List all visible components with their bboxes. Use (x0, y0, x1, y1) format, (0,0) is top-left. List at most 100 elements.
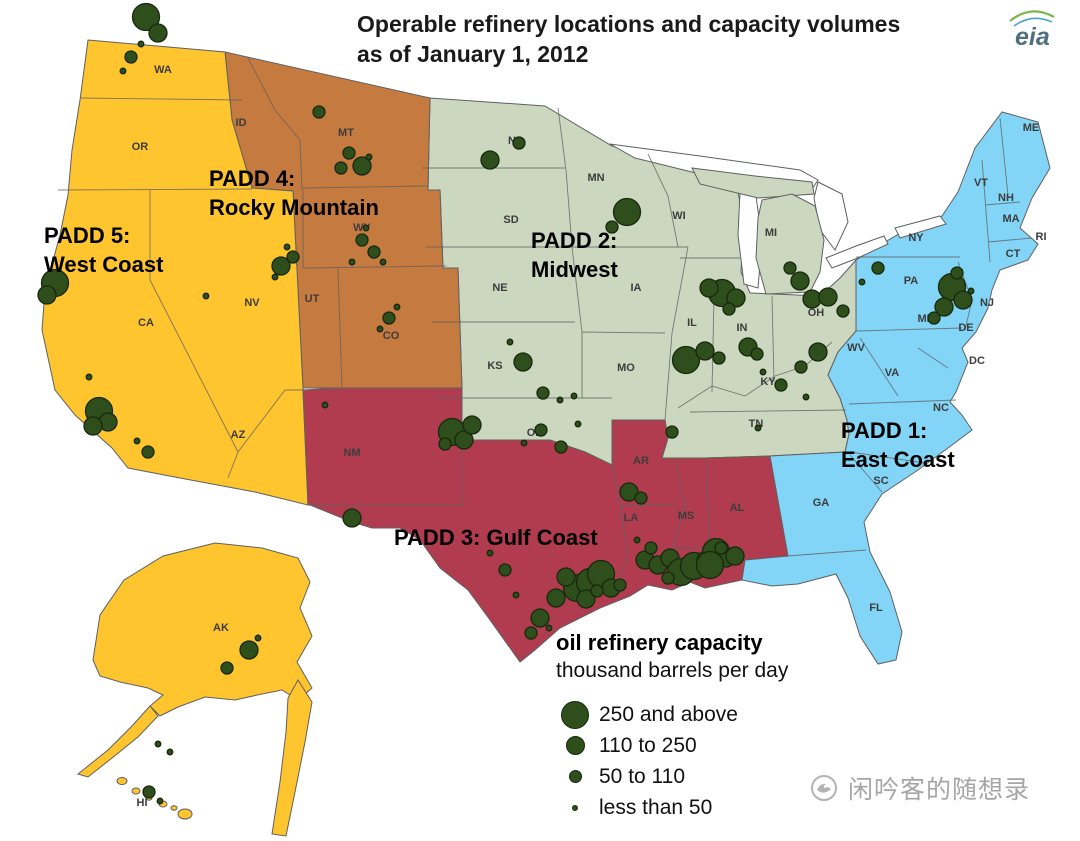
padd3-label-line1: PADD 3: Gulf Coast (394, 525, 598, 550)
refinery-dot (570, 392, 578, 400)
refinery-dot (695, 550, 725, 580)
refinery-dot (836, 304, 850, 318)
watermark-text: 闲吟客的随想录 (848, 776, 1031, 804)
refinery-dot (605, 220, 619, 234)
state-label-nv: NV (244, 297, 260, 309)
refinery-dot (312, 105, 326, 119)
state-label-sc: SC (873, 475, 888, 487)
refinery-dot (486, 549, 494, 557)
padd1-region-label: PADD 1: East Coast (841, 417, 955, 474)
padd4-region-label: PADD 4: Rocky Mountain (209, 165, 379, 222)
region-michigan-lower-peninsula (755, 193, 825, 295)
refinery-dot (379, 258, 387, 266)
refinery-dot (342, 146, 356, 160)
refinery-dot (524, 626, 538, 640)
state-label-oh: OH (808, 307, 825, 319)
refinery-dot (790, 271, 810, 291)
state-label-ky: KY (760, 376, 776, 388)
state-label-ny: NY (908, 232, 924, 244)
refinery-dot (536, 386, 550, 400)
state-label-ms: MS (678, 510, 695, 522)
refinery-dot (286, 250, 300, 264)
state-label-il: IL (687, 317, 697, 329)
hawaii-island (177, 808, 193, 820)
state-label-wa: WA (154, 64, 172, 76)
padd3-region-label: PADD 3: Gulf Coast (394, 524, 598, 553)
refinery-dot (750, 347, 764, 361)
refinery-dot (818, 287, 838, 307)
refinery-dot (85, 373, 93, 381)
refinery-dot (554, 440, 568, 454)
eia-logo-arc-blue (1013, 17, 1053, 27)
region-padd1-east-coast (741, 111, 1051, 665)
refinery-dot (574, 420, 582, 428)
region-michigan-upper-peninsula (691, 167, 815, 199)
refinery-dot (520, 439, 528, 447)
padd5-region-label: PADD 5: West Coast (44, 222, 163, 279)
refinery-dot (967, 287, 975, 295)
refinery-dot (722, 302, 736, 316)
refinery-dot (794, 360, 808, 374)
state-label-ak: AK (213, 622, 229, 634)
state-label-ca: CA (138, 317, 154, 329)
refinery-dots (37, 2, 975, 805)
refinery-dot (644, 541, 658, 555)
legend-item-label: 50 to 110 (599, 764, 686, 788)
legend-dot-wrap (556, 770, 594, 783)
refinery-dot (671, 345, 701, 375)
legend-item: less than 50 (556, 792, 788, 823)
state-label-fl: FL (869, 602, 883, 614)
state-label-de: DE (958, 322, 973, 334)
legend-dot-wrap (556, 736, 594, 755)
state-label-ma: MA (1002, 213, 1019, 225)
legend-item: 110 to 250 (556, 730, 788, 761)
refinery-dot (137, 40, 145, 48)
refinery-dot (612, 197, 642, 227)
refinery-dot (546, 588, 566, 608)
state-label-mt: MT (338, 127, 354, 139)
state-label-wv: WV (847, 342, 865, 354)
eia-logo: eia (1000, 6, 1062, 57)
refinery-dot (154, 740, 162, 748)
refinery-dot (530, 608, 550, 628)
state-label-in: IN (737, 322, 748, 334)
state-label-me: ME (1023, 122, 1040, 134)
state-label-or: OR (132, 141, 149, 153)
refinery-dot (271, 256, 291, 276)
refinery-dot (634, 491, 648, 505)
refinery-dot (480, 150, 500, 170)
refinery-dot (783, 261, 797, 275)
refinery-dot (141, 445, 155, 459)
legend-dot-50-to-110-icon (568, 770, 582, 783)
padd-regions (41, 39, 1051, 837)
map-title-line1: Operable refinery locations and capacity… (357, 11, 901, 37)
legend-dot-wrap (556, 700, 594, 729)
lake-ontario (894, 215, 947, 239)
padd2-label-line1: PADD 2: (531, 228, 618, 253)
refinery-dot (254, 634, 262, 642)
refinery-dot (512, 136, 526, 150)
padd2-region-label: PADD 2: Midwest (531, 227, 618, 284)
refinery-dot (156, 797, 164, 805)
refinery-dot (726, 288, 746, 308)
state-label-ct: CT (1006, 248, 1021, 260)
state-label-va: VA (885, 367, 900, 379)
refinery-dot (119, 67, 127, 75)
refinery-dot (513, 352, 533, 372)
refinery-dot (367, 245, 381, 259)
refinery-dot (927, 311, 941, 325)
refinery-dot (802, 289, 822, 309)
refinery-dot (714, 541, 728, 555)
refinery-dot (362, 224, 370, 232)
padd1-label-line1: PADD 1: (841, 418, 928, 443)
refinery-dot (556, 396, 564, 404)
legend-title: oil refinery capacity (556, 630, 763, 655)
legend-subtitle: thousand barrels per day (556, 659, 789, 682)
legend-dot-wrap (556, 804, 594, 811)
map-title-line2: as of January 1, 2012 (357, 40, 589, 67)
state-label-pa: PA (904, 275, 919, 287)
refinery-dot (271, 273, 279, 281)
region-alaska-panhandle (271, 679, 313, 837)
refinery-dot (725, 546, 745, 566)
